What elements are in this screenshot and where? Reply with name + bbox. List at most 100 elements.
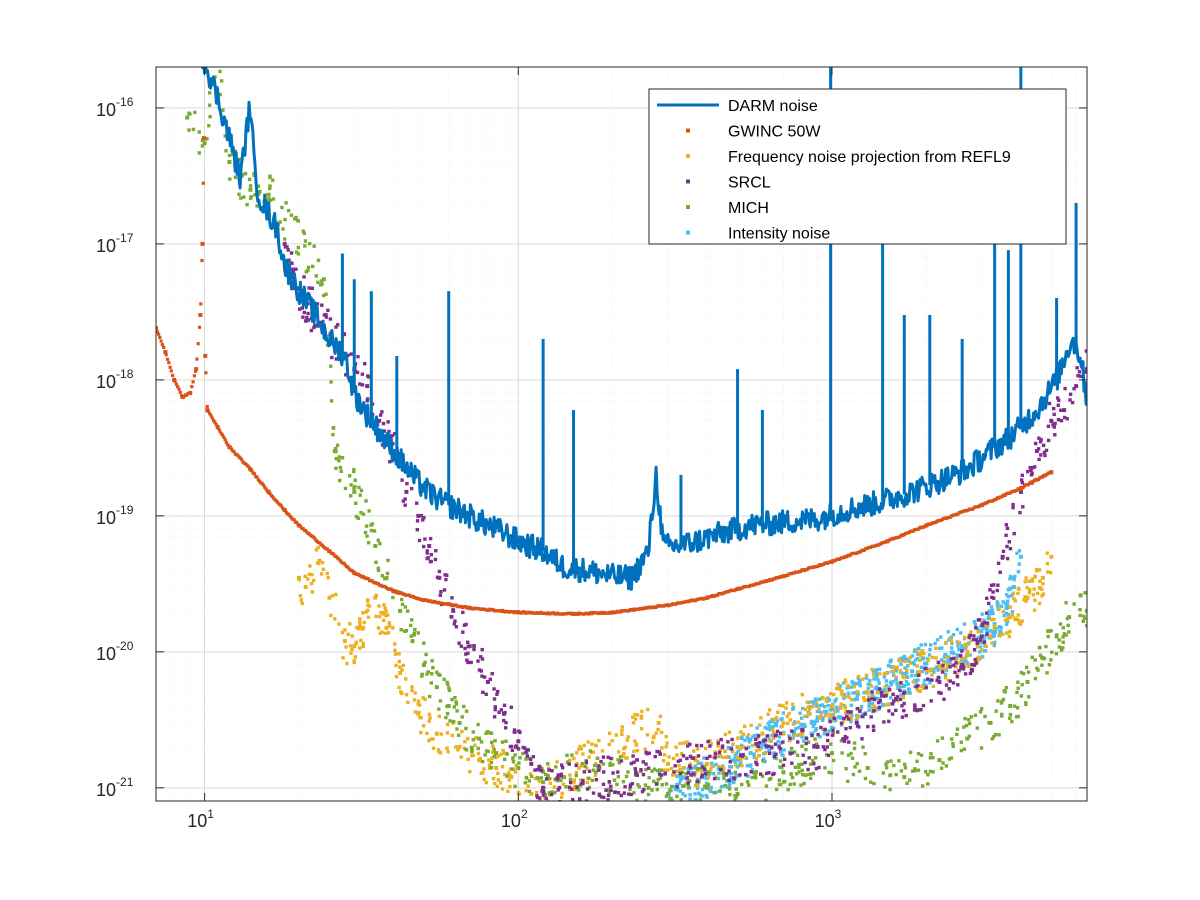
data-point <box>471 730 475 734</box>
data-point <box>485 680 490 684</box>
data-point <box>625 756 629 760</box>
data-point <box>960 659 964 663</box>
data-point <box>324 292 328 296</box>
data-point <box>729 765 734 769</box>
data-point <box>928 756 933 760</box>
data-point <box>797 762 801 767</box>
legend-box <box>648 88 1067 245</box>
data-point <box>321 277 326 282</box>
data-point <box>849 720 853 724</box>
data-point <box>782 748 786 752</box>
data-point <box>447 686 451 690</box>
data-point <box>1068 392 1073 396</box>
data-point <box>901 696 905 700</box>
data-point <box>651 736 656 740</box>
data-point <box>404 629 409 633</box>
data-point <box>678 741 682 746</box>
data-point <box>734 774 738 778</box>
data-point <box>982 621 986 625</box>
data-point <box>536 795 540 800</box>
data-point <box>1062 415 1067 420</box>
data-point <box>403 605 408 609</box>
data-point <box>696 777 700 782</box>
data-point <box>462 704 466 709</box>
data-point <box>197 325 202 329</box>
data-point <box>327 595 332 600</box>
data-point <box>377 604 381 608</box>
data-point <box>722 773 726 778</box>
y-tick-base: 10 <box>96 780 116 800</box>
data-point <box>541 785 546 790</box>
data-point <box>877 672 882 676</box>
data-point <box>513 784 517 788</box>
data-point <box>845 686 849 690</box>
data-point <box>741 732 745 736</box>
data-point <box>524 789 528 793</box>
data-point <box>955 727 960 731</box>
data-point <box>797 770 801 774</box>
data-point <box>434 731 439 736</box>
data-point <box>779 717 783 722</box>
data-point <box>431 666 435 670</box>
data-point <box>447 688 452 692</box>
data-point <box>739 757 743 762</box>
data-point <box>466 757 470 762</box>
data-point <box>824 752 829 757</box>
data-point <box>739 730 743 734</box>
data-point <box>525 754 529 758</box>
data-point <box>913 769 917 773</box>
data-point <box>942 697 946 701</box>
data-point <box>989 583 994 587</box>
data-point <box>1076 374 1080 378</box>
data-point <box>807 711 812 716</box>
data-point <box>359 638 363 643</box>
data-point <box>728 760 732 764</box>
data-point <box>1059 648 1064 652</box>
data-point <box>380 630 384 634</box>
data-point <box>481 771 485 775</box>
data-point <box>421 598 426 603</box>
data-point <box>678 758 682 762</box>
data-point <box>988 634 993 639</box>
data-point <box>400 602 405 606</box>
data-point <box>815 709 820 714</box>
data-point <box>890 669 894 674</box>
data-point <box>690 770 694 775</box>
data-point <box>633 767 637 771</box>
data-point <box>813 728 818 733</box>
data-point <box>914 673 918 678</box>
data-point <box>807 756 811 760</box>
data-point <box>922 678 927 683</box>
data-point <box>433 557 438 562</box>
data-point <box>427 544 432 548</box>
data-point <box>404 677 408 681</box>
data-point <box>354 642 358 646</box>
data-point <box>815 715 820 720</box>
data-point <box>1072 602 1076 606</box>
data-point <box>939 635 943 639</box>
data-point <box>467 644 472 649</box>
data-point <box>713 776 717 781</box>
data-point <box>354 501 358 505</box>
data-point <box>947 687 951 691</box>
data-point <box>642 787 646 792</box>
data-point <box>581 781 585 786</box>
data-point <box>1013 574 1017 579</box>
data-point <box>213 75 217 79</box>
data-point <box>904 713 908 718</box>
data-point <box>325 547 329 551</box>
data-point <box>482 767 486 771</box>
data-point <box>518 756 522 760</box>
data-point <box>822 732 826 736</box>
data-point <box>705 756 709 760</box>
data-point <box>963 647 968 651</box>
data-point <box>901 658 905 663</box>
data-point <box>844 727 848 731</box>
data-point <box>223 134 227 138</box>
data-point <box>990 737 994 741</box>
data-point <box>255 204 259 208</box>
data-point <box>675 794 679 799</box>
data-point <box>734 795 739 799</box>
data-point <box>157 332 161 336</box>
data-point <box>915 759 919 763</box>
